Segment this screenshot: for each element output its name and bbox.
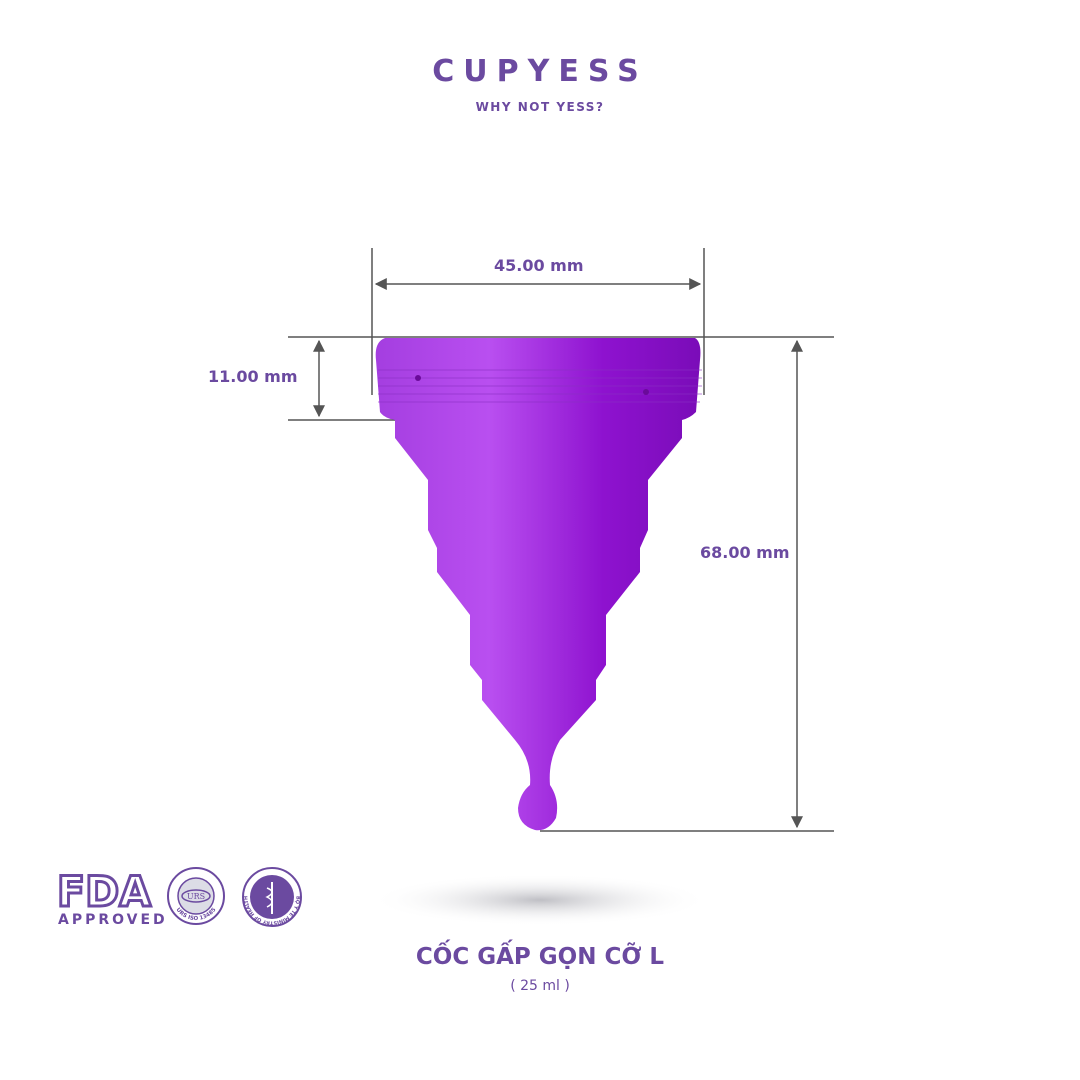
brand-tagline: WHY NOT YESS? [475,100,605,114]
svg-text:URS: URS [187,892,205,901]
brand-logo: CUPYESS [432,54,648,89]
product-title: CỐC GẤP GỌN CỠ L [415,944,665,970]
fda-logo: FDA [56,868,153,910]
product-volume: ( 25 ml ) [510,978,570,994]
fda-logo-text: FDA [57,868,151,910]
dimension-lines [288,248,834,832]
urs-seal: URS URS ISO 13485 [167,867,225,925]
total-height-dimension-label: 68.00 mm [700,543,790,562]
fda-approved-label: APPROVED [58,912,168,928]
ministry-of-health-seal: BỘ Y TẾ MINISTRY OF HEALTH [242,867,302,927]
width-dimension-label: 45.00 mm [494,256,584,275]
cup-illustration [375,338,702,831]
rim-height-dimension-label: 11.00 mm [208,367,298,386]
cup-shadow [370,874,710,926]
